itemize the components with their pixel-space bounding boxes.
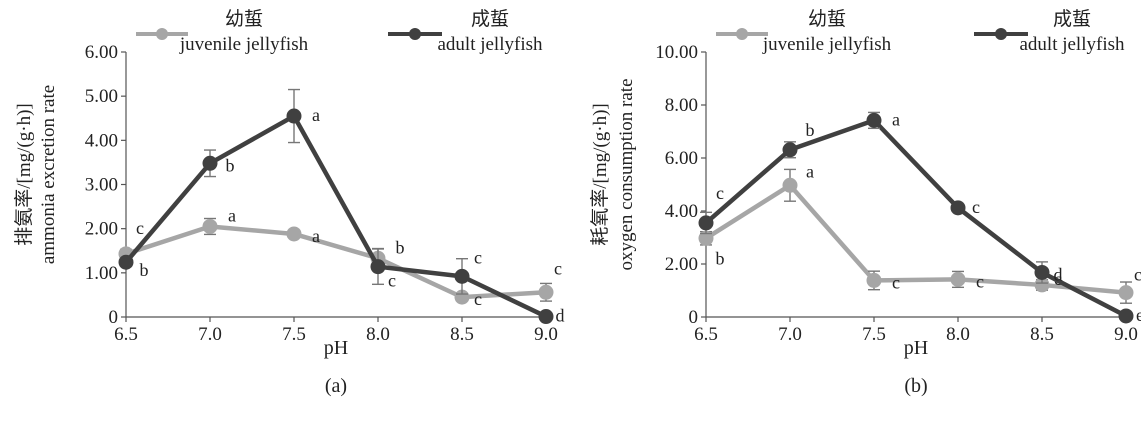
x-tick-label: 8.5: [450, 324, 474, 345]
y-tick-label: 0: [109, 307, 119, 328]
legend-label-cn: 幼蜇: [225, 8, 263, 30]
legend-label-en: juvenile jellyfish: [762, 34, 892, 55]
y-tick-label: 3.00: [85, 175, 118, 196]
legend-marker-adult: [409, 28, 421, 40]
y-axis-title-cn: 排氨率/[mg/(g·h)]: [13, 103, 35, 245]
legend-marker-adult: [995, 28, 1007, 40]
x-tick-label: 7.5: [282, 324, 306, 345]
data-point-juvenile: [782, 177, 798, 193]
significance-label-juvenile: c: [474, 289, 482, 309]
significance-label-juvenile: b: [716, 248, 725, 268]
significance-label-adult: b: [806, 120, 815, 140]
data-point-adult: [782, 142, 798, 158]
data-point-adult: [698, 215, 714, 231]
data-point-adult: [118, 254, 134, 270]
significance-label-juvenile: a: [312, 226, 320, 246]
significance-label-juvenile: a: [228, 205, 236, 225]
legend-marker-juvenile: [156, 28, 168, 40]
y-tick-label: 1.00: [85, 263, 118, 284]
y-tick-label: 4.00: [85, 130, 118, 151]
significance-label-juvenile: c: [136, 218, 144, 238]
legend-label-cn: 成蜇: [471, 8, 509, 30]
y-tick-label: 6.00: [665, 148, 698, 169]
y-tick-label: 8.00: [665, 95, 698, 116]
x-tick-label: 8.0: [366, 324, 390, 345]
y-tick-label: 5.00: [85, 86, 118, 107]
x-tick-label: 9.0: [534, 324, 558, 345]
data-point-adult: [950, 200, 966, 216]
y-tick-label: 10.00: [655, 42, 698, 63]
y-tick-label: 2.00: [665, 254, 698, 275]
data-point-juvenile: [1034, 277, 1050, 293]
data-point-adult: [866, 112, 882, 128]
y-tick-label: 0: [689, 307, 699, 328]
chart-panel-a: 0 1.00 2.00 3.00 4.00 5.00 6.00 6.5 7.0 7.5 8.0 8.5…: [13, 8, 565, 397]
x-tick-label: 7.0: [198, 324, 222, 345]
legend-label-cn: 成蜇: [1053, 8, 1091, 30]
legend-label-en: adult jellyfish: [1019, 34, 1125, 55]
x-axis-title: pH: [324, 337, 348, 359]
data-point-adult: [370, 259, 386, 275]
significance-label-adult: c: [474, 247, 482, 267]
significance-label-juvenile: c: [892, 272, 900, 292]
data-point-juvenile: [698, 230, 714, 246]
significance-label-adult: c: [972, 197, 980, 217]
significance-label-juvenile: a: [806, 161, 814, 181]
data-point-adult: [538, 309, 554, 325]
x-tick-label: 6.5: [694, 324, 718, 345]
data-point-juvenile: [950, 271, 966, 287]
data-point-juvenile: [538, 284, 554, 300]
series-line-adult: [124, 113, 547, 319]
data-point-adult: [454, 268, 470, 284]
data-point-adult: [202, 155, 218, 171]
x-axis-title: pH: [904, 337, 928, 359]
y-tick-label: 2.00: [85, 219, 118, 240]
significance-label-juvenile: c: [976, 271, 984, 291]
y-axis-title-en: oxygen consumption rate: [616, 78, 637, 270]
panel-label: (a): [325, 375, 347, 397]
series-line-juvenile: [704, 183, 1127, 295]
data-point-adult: [1118, 308, 1134, 324]
y-tick-label: 6.00: [85, 42, 118, 63]
x-tick-label: 7.5: [862, 324, 886, 345]
significance-label-adult: a: [312, 105, 320, 125]
y-tick-label: 4.00: [665, 201, 698, 222]
series-line-juvenile: [125, 224, 547, 300]
legend-marker-juvenile: [736, 28, 748, 40]
x-tick-label: 6.5: [114, 324, 138, 345]
x-tick-label: 9.0: [1114, 324, 1138, 345]
significance-label-adult: b: [140, 260, 149, 280]
significance-label-adult: a: [892, 109, 900, 129]
significance-label-juvenile: b: [396, 237, 405, 257]
data-point-juvenile: [286, 226, 302, 242]
legend-label-en: juvenile jellyfish: [179, 34, 309, 55]
legend-label-cn: 幼蜇: [808, 8, 846, 30]
data-point-juvenile: [1118, 285, 1134, 301]
significance-label-juvenile: c: [1134, 265, 1141, 285]
significance-label-adult: d: [556, 306, 565, 326]
panel-label: (b): [904, 375, 927, 397]
legend-label-en: adult jellyfish: [437, 34, 543, 55]
y-axis-title-en: ammonia excretion rate: [38, 85, 59, 264]
x-tick-label: 8.0: [946, 324, 970, 345]
data-point-adult: [286, 108, 302, 124]
y-axis-title-cn: 耗氧率/[mg/(g·h)]: [589, 103, 611, 245]
data-point-adult: [1034, 264, 1050, 280]
significance-label-adult: b: [226, 155, 235, 175]
data-point-juvenile: [866, 272, 882, 288]
x-tick-label: 8.5: [1030, 324, 1054, 345]
significance-label-adult: c: [388, 271, 396, 291]
significance-label-juvenile: c: [554, 258, 562, 278]
chart-panel-b: 0 2.00 4.00 6.00 8.00 10.00 6.5 7.0 7.5 8.0 8.5 9.0…: [589, 8, 1141, 397]
series-line-adult: [704, 118, 1128, 318]
significance-label-adult: d: [1054, 264, 1063, 284]
significance-label-adult: c: [716, 183, 724, 203]
x-tick-label: 7.0: [778, 324, 802, 345]
data-point-juvenile: [202, 218, 218, 234]
significance-label-adult: e: [1136, 305, 1141, 325]
